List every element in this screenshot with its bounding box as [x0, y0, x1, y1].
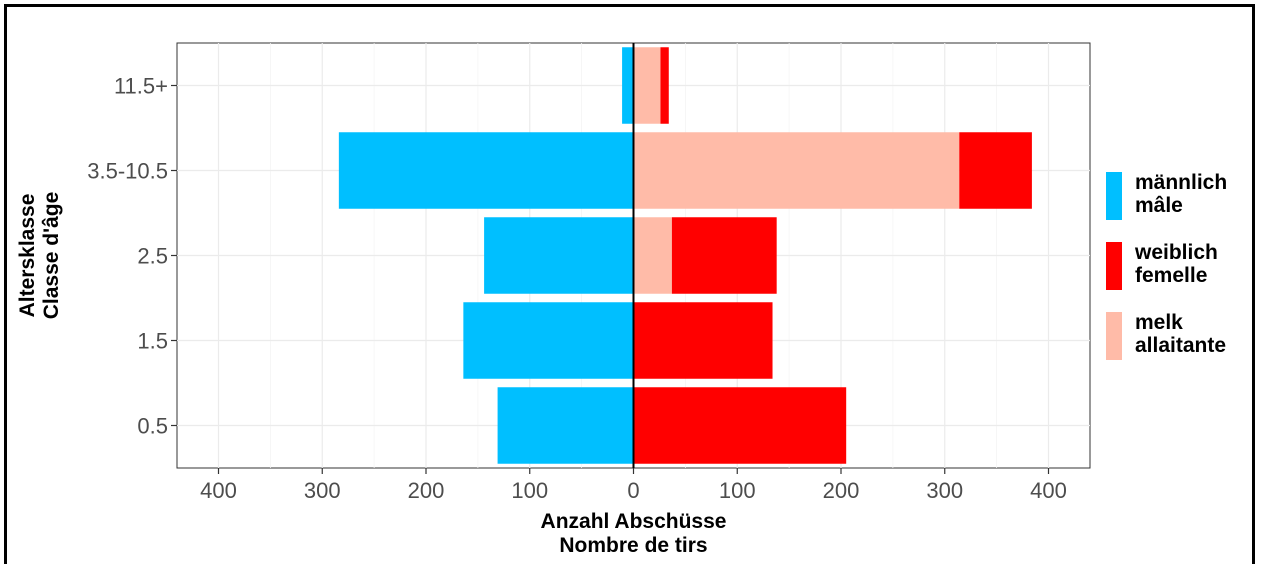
bar-allaitante-3.5-10.5: [633, 132, 960, 209]
y-axis-title-line: Altersklasse: [16, 194, 39, 318]
x-tick-label: 400: [1030, 478, 1067, 503]
x-axis-title-line: Nombre de tirs: [559, 534, 707, 557]
x-tick-label: 200: [823, 478, 860, 503]
y-axis-ticks: 0.5 1.5 2.5 3.5-10.5 11.5+: [87, 74, 177, 439]
legend-label: mâle: [1135, 194, 1183, 217]
y-tick-label: 2.5: [137, 244, 168, 269]
x-axis-title-line: Anzahl Abschüsse: [541, 510, 727, 533]
x-tick-label: 400: [200, 478, 237, 503]
bar-mâle-11.5+: [622, 47, 634, 124]
legend-label: weiblich: [1134, 241, 1218, 264]
bars: [338, 47, 1032, 464]
x-tick-label: 300: [304, 478, 341, 503]
figure-frame: [4, 4, 1255, 564]
legend-swatch: [1106, 172, 1122, 220]
x-tick-label: 0: [627, 478, 639, 503]
legend-swatch: [1106, 312, 1122, 360]
bar-femelle-2.5: [671, 217, 777, 294]
y-tick-label: 3.5-10.5: [87, 159, 168, 184]
y-tick-label: 1.5: [137, 329, 168, 354]
legend-label: männlich: [1135, 171, 1227, 194]
legend-label: allaitante: [1135, 334, 1226, 357]
y-tick-label: 11.5+: [114, 74, 168, 99]
bar-femelle-1.5: [633, 302, 773, 379]
legend-swatch: [1106, 242, 1122, 290]
x-tick-label: 300: [926, 478, 963, 503]
bar-femelle-3.5-10.5: [959, 132, 1032, 209]
bar-femelle-0.5: [633, 387, 847, 464]
x-tick-label: 200: [408, 478, 445, 503]
bar-mâle-2.5: [484, 217, 634, 294]
bar-mâle-3.5-10.5: [338, 132, 634, 209]
bar-mâle-1.5: [463, 302, 634, 379]
bar-allaitante-11.5+: [633, 47, 661, 124]
bar-mâle-0.5: [497, 387, 634, 464]
legend-label: melk: [1135, 311, 1183, 334]
x-tick-label: 100: [719, 478, 756, 503]
y-axis-title-line: Classe d'âge: [40, 192, 63, 320]
y-axis-title: Altersklasse Classe d'âge: [16, 192, 63, 320]
bar-allaitante-2.5: [633, 217, 672, 294]
legend-label: femelle: [1135, 264, 1207, 287]
x-axis-ticks: 400 300 200 100 0 100 200 300 400: [200, 468, 1067, 503]
y-tick-label: 0.5: [137, 414, 168, 439]
bar-femelle-11.5+: [660, 47, 669, 124]
x-tick-label: 100: [511, 478, 548, 503]
